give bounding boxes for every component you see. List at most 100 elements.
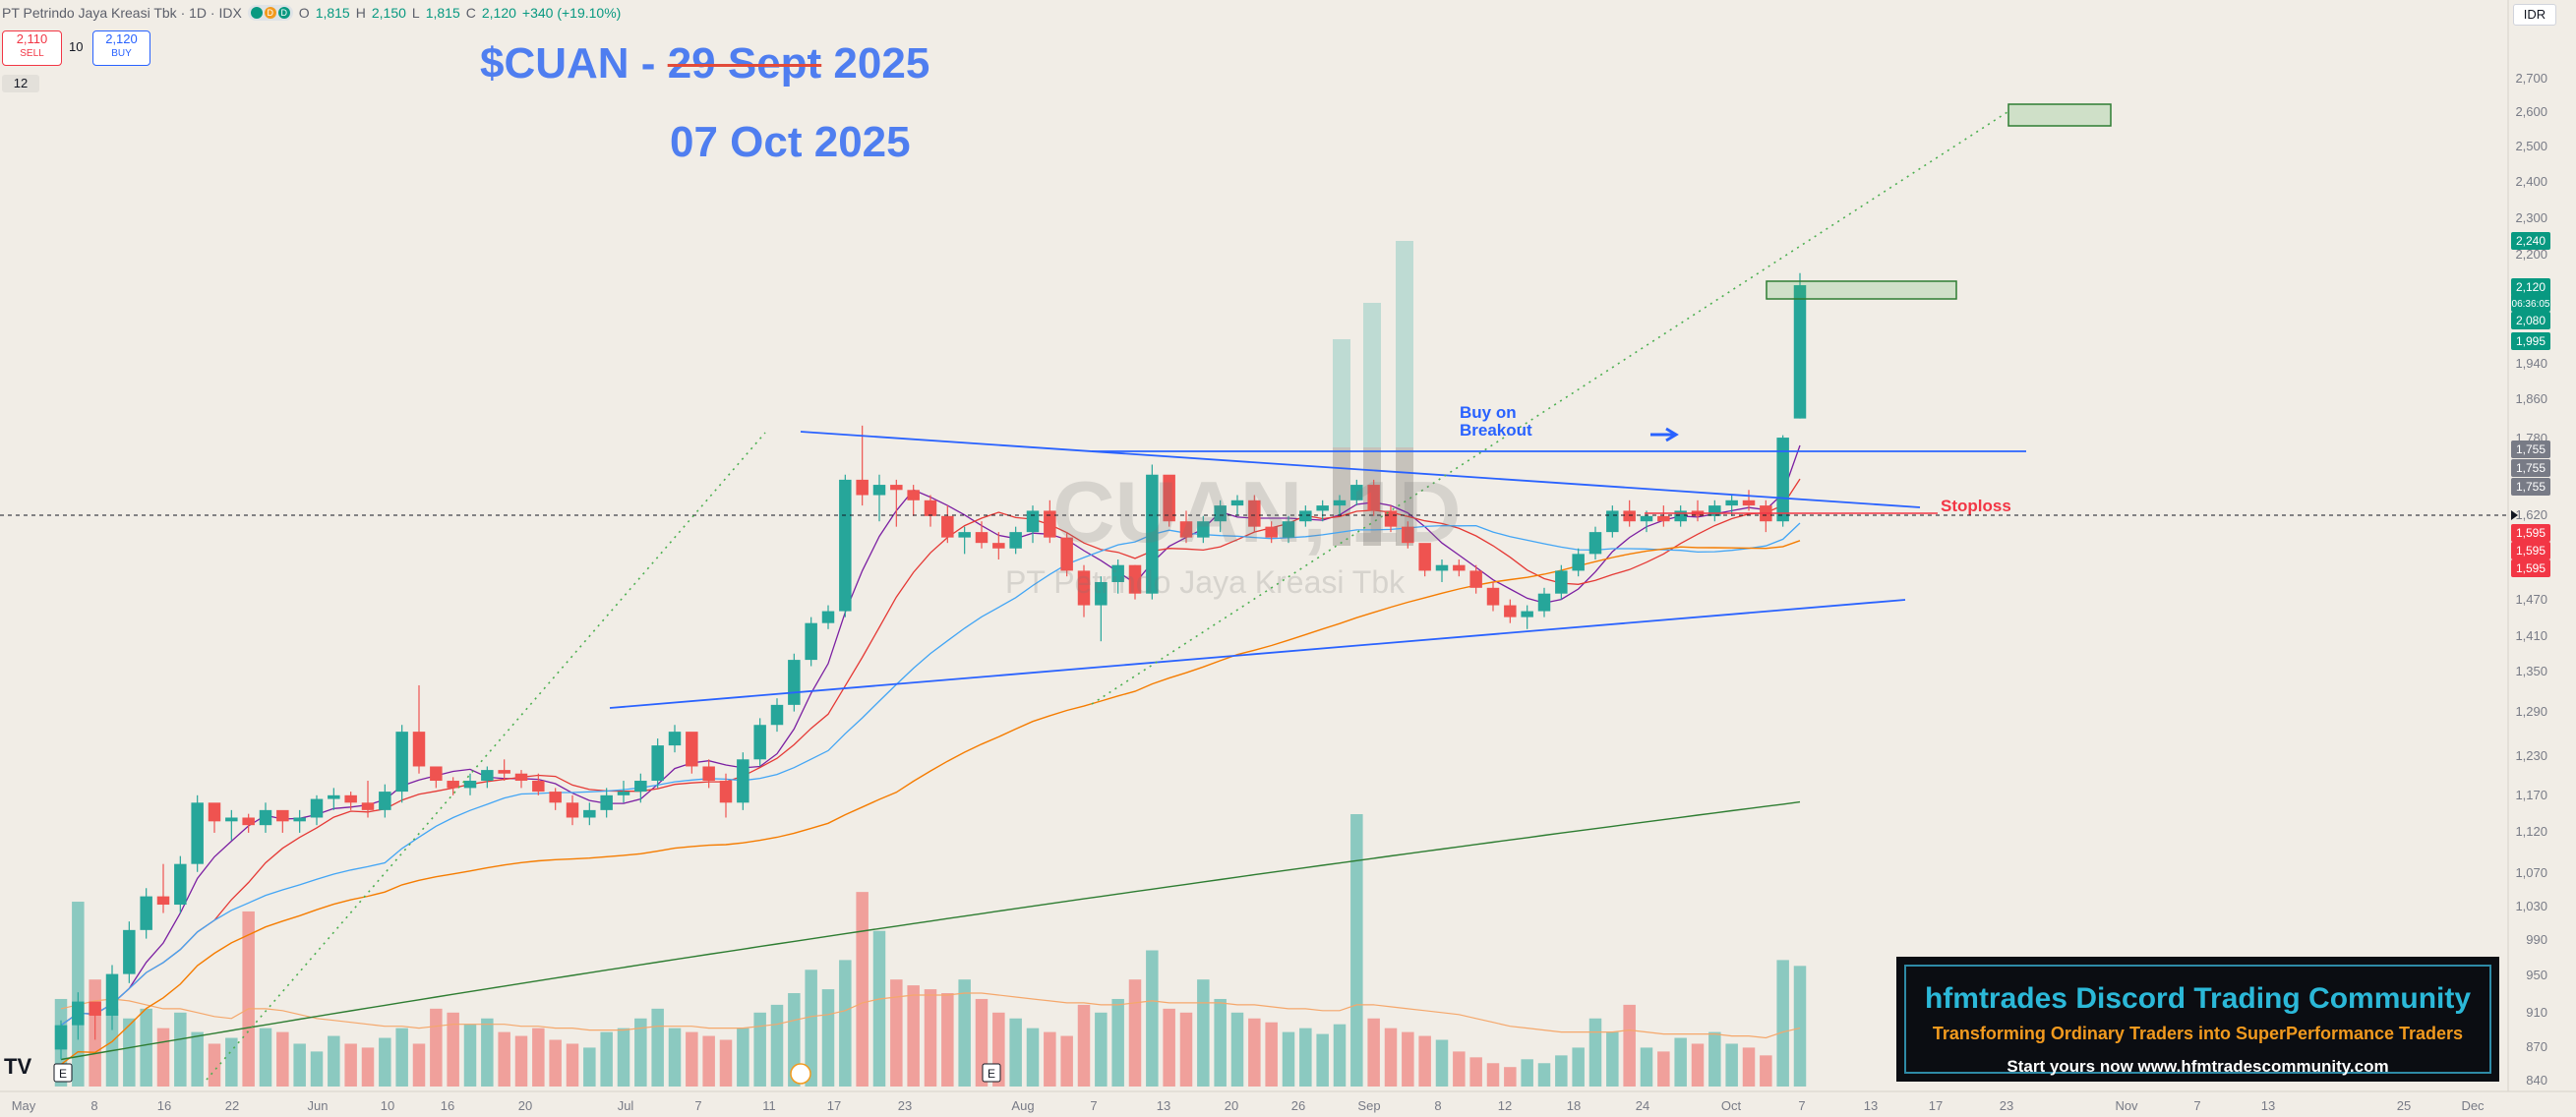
candle-body (1163, 474, 1175, 522)
volume-bar (1742, 1047, 1756, 1087)
earnings-marker[interactable]: E (53, 1063, 73, 1083)
candle-body (1537, 593, 1551, 612)
candle-body (140, 896, 152, 930)
volume-bar (293, 1043, 306, 1087)
ma-20-line (60, 522, 1801, 1027)
candle-body (310, 798, 324, 818)
symbol-name[interactable]: PT Petrindo Jaya Kreasi Tbk · 1D · IDX (2, 5, 242, 21)
x-tick-label: 17 (1929, 1098, 1943, 1113)
candle-body (634, 781, 647, 793)
candle-body (651, 745, 664, 782)
upper-trendline (800, 431, 1921, 508)
tradingview-logo-icon[interactable]: TV (4, 1054, 32, 1079)
candle-body (293, 817, 306, 822)
volume-bar (872, 930, 886, 1087)
candle-body (1486, 587, 1500, 606)
price-label-bg (2511, 232, 2550, 250)
x-tick-label: Jun (308, 1098, 329, 1113)
earnings-marker-icon (53, 1063, 73, 1083)
price-label-text: 1,595 (2516, 526, 2546, 540)
volume-bar (1333, 1024, 1347, 1087)
x-tick-label: 11 (762, 1098, 776, 1113)
candle-body (1077, 570, 1091, 606)
price-label-bg (2511, 542, 2550, 559)
annotation-date[interactable]: 07 Oct 2025 (670, 118, 911, 166)
y-tick-label: 1,470 (2515, 592, 2547, 607)
volume-bar (463, 1024, 477, 1087)
interval-badge[interactable]: 12 (2, 75, 39, 92)
candle-body (174, 863, 187, 906)
currency-selector[interactable]: IDR (2513, 4, 2556, 26)
candle-body (259, 809, 272, 826)
price-label-bg (2511, 478, 2550, 496)
stoploss-note[interactable]: Stoploss (1941, 497, 2011, 515)
x-tick-label: 16 (157, 1098, 171, 1113)
y-tick-label: 990 (2526, 932, 2547, 947)
candle-body (583, 809, 596, 818)
x-tick-label: 20 (1225, 1098, 1238, 1113)
status-pill[interactable]: D D (247, 5, 293, 21)
volume-bar (617, 1028, 630, 1087)
buy-button[interactable]: 2,120 BUY (92, 30, 150, 66)
x-tick-label: 24 (1636, 1098, 1649, 1113)
x-tick-label: 17 (827, 1098, 841, 1113)
candle-body (1367, 485, 1380, 511)
price-label-text: 1,755 (2516, 461, 2546, 475)
volume-bar (276, 1031, 289, 1087)
y-tick-label: 1,170 (2515, 788, 2547, 802)
volume-bar (788, 993, 801, 1087)
volume-bar (1453, 1051, 1466, 1087)
x-tick-label: 13 (1157, 1098, 1170, 1113)
volume-bar (123, 1018, 136, 1087)
candle-body (1044, 510, 1056, 538)
annotation-title[interactable]: $CUAN - 29 Sept 2025 (480, 39, 929, 88)
promo-subtitle: Transforming Ordinary Traders into Super… (1932, 1024, 2464, 1043)
candle-body (344, 794, 357, 803)
price-label-bg (2511, 332, 2550, 350)
candle-body (1265, 526, 1278, 538)
x-tick-label: 16 (441, 1098, 454, 1113)
buy-on-breakout-note[interactable]: Buy on Breakout (1460, 404, 1532, 440)
sell-label: SELL (20, 48, 44, 59)
volume-bar (770, 1004, 784, 1087)
y-tick-label: 1,070 (2515, 865, 2547, 880)
y-tick-label: 1,350 (2515, 664, 2547, 678)
candle-body (1504, 605, 1517, 617)
y-tick-label: 1,410 (2515, 628, 2547, 643)
candle-body (1282, 521, 1295, 538)
candle-body (1128, 564, 1142, 594)
target-box-2 (1766, 280, 1957, 300)
market-open-icon (250, 7, 263, 19)
price-label-bg (2511, 441, 2550, 458)
volume-bar (1350, 814, 1363, 1087)
candle-body (1555, 570, 1568, 594)
candle-body (737, 759, 749, 803)
target-box-1 (2007, 103, 2112, 127)
quantity-field[interactable]: 10 (69, 39, 84, 54)
candle-body (600, 794, 613, 810)
earnings-marker[interactable]: E (982, 1063, 1001, 1083)
volume-bar (1146, 950, 1159, 1087)
sell-button[interactable]: 2,110 SELL (2, 30, 62, 66)
candle-body (1674, 510, 1687, 522)
volume-bar (600, 1031, 613, 1087)
y-tick-label: 1,230 (2515, 748, 2547, 763)
volume-bar (1179, 1012, 1193, 1087)
x-tick-label: 18 (1567, 1098, 1581, 1113)
candle-body (805, 622, 817, 661)
volume-bar (1606, 1031, 1619, 1087)
candle-body (447, 781, 459, 789)
y-tick-label: 2,700 (2515, 71, 2547, 86)
volume-bar (1197, 979, 1210, 1087)
candle-body (361, 802, 375, 810)
volume-bar (1384, 1028, 1398, 1087)
candle-body (566, 802, 579, 818)
y-tick-label: 870 (2526, 1039, 2547, 1054)
volume-bar (1009, 1018, 1022, 1087)
candle-body (702, 766, 715, 782)
candle-body (890, 485, 903, 491)
price-label-text: 2,120 (2516, 280, 2546, 294)
x-tick-label: Sep (1357, 1098, 1380, 1113)
